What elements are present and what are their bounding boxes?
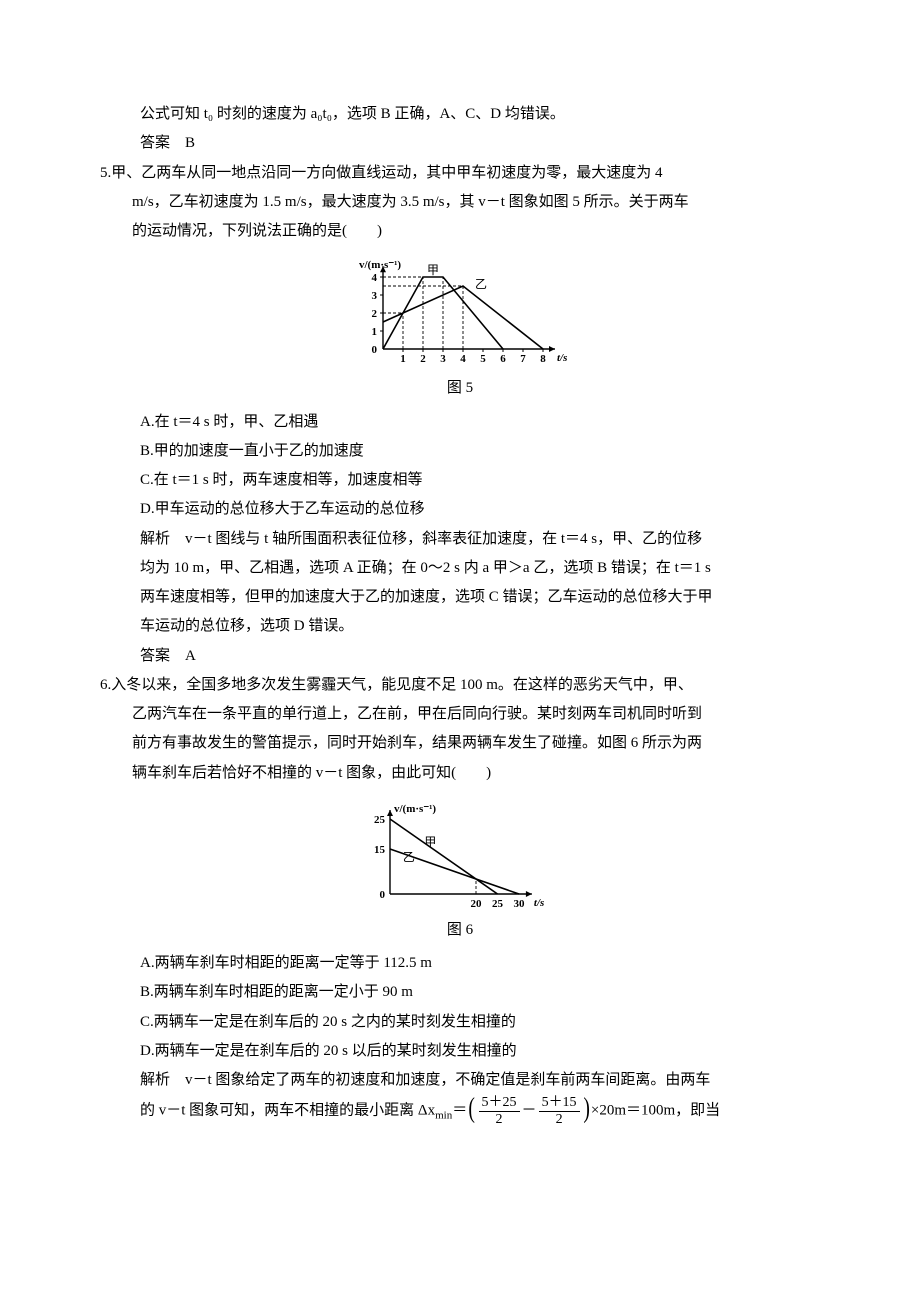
svg-text:乙: 乙: [475, 277, 487, 291]
svg-text:甲: 甲: [424, 835, 436, 849]
q6-exp-1: 解析 v－t 图象给定了两车的初速度和加速度，不确定值是刹车前两车间距离。由两车: [100, 1066, 820, 1095]
lparen-icon: (: [469, 1095, 476, 1123]
q5-exp-1: 解析 v－t 图线与 t 轴所围面积表征位移，斜率表征加速度，在 t＝4 s，甲…: [100, 525, 820, 554]
q5-stem-1: 甲、乙两车从同一地点沿同一方向做直线运动，其中甲车初速度为零，最大速度为 4: [111, 165, 662, 181]
q5-answer: 答案 A: [100, 642, 820, 671]
q5-opt-d: D.甲车运动的总位移大于乙车运动的总位移: [100, 495, 820, 524]
svg-text:4: 4: [460, 353, 466, 365]
q6-exp-2: 的 v－t 图象可知，两车不相撞的最小距离 Δxmin＝(5＋252－5＋152…: [100, 1095, 820, 1127]
svg-text:甲: 甲: [427, 263, 439, 277]
q5-figure: 1 2 3 4 5 6 7 8 0 1 2 3 4 甲乙 v/(m·s⁻¹) t/s 图 5: [100, 254, 820, 403]
svg-text:t/s: t/s: [557, 352, 567, 364]
q6-stem-1: 入冬以来，全国多地多次发生雾霾天气，能见度不足 100 m。在这样的恶劣天气中，…: [111, 677, 693, 693]
q4-tail-line: 公式可知 t₀ 时刻的速度为 a₀t₀，选项 B 正确，A、C、D 均错误。: [100, 100, 820, 129]
svg-text:3: 3: [440, 353, 446, 365]
q5-stem-3: 的运动情况，下列说法正确的是( ): [100, 217, 820, 246]
rparen-icon: ): [583, 1095, 590, 1123]
svg-text:1: 1: [400, 353, 406, 365]
q6-exp2-c: －: [522, 1103, 537, 1119]
q5-chart: 1 2 3 4 5 6 7 8 0 1 2 3 4 甲乙 v/(m·s⁻¹) t/s: [345, 254, 575, 374]
frac-2: 5＋152: [537, 1095, 582, 1127]
q6-stem-2: 乙两汽车在一条平直的单行道上，乙在前，甲在后同向行驶。某时刻两车司机同时听到: [100, 700, 820, 729]
frac1-den: 2: [479, 1112, 520, 1127]
q5: 5.甲、乙两车从同一地点沿同一方向做直线运动，其中甲车初速度为零，最大速度为 4…: [100, 159, 820, 671]
svg-text:30: 30: [514, 898, 526, 910]
q4-answer: 答案 B: [100, 129, 820, 158]
q6-opt-a: A.两辆车刹车时相距的距离一定等于 112.5 m: [100, 949, 820, 978]
q6-exp2-b: ＝: [452, 1103, 467, 1119]
svg-text:25: 25: [492, 898, 504, 910]
svg-text:v/(m·s⁻¹): v/(m·s⁻¹): [359, 259, 401, 271]
q5-opt-a: A.在 t＝4 s 时，甲、乙相遇: [100, 408, 820, 437]
svg-text:t/s: t/s: [534, 897, 544, 909]
svg-text:1: 1: [372, 326, 378, 338]
frac1-num: 5＋25: [479, 1095, 520, 1111]
svg-text:8: 8: [540, 353, 546, 365]
q5-number: 5.: [100, 165, 111, 181]
q6-opt-c: C.两辆车一定是在刹车后的 20 s 之内的某时刻发生相撞的: [100, 1008, 820, 1037]
svg-text:0: 0: [372, 344, 378, 356]
q6-fig-caption: 图 6: [447, 916, 473, 945]
svg-text:6: 6: [500, 353, 506, 365]
svg-text:5: 5: [480, 353, 486, 365]
q6-stem-3: 前方有事故发生的警笛提示，同时开始刹车，结果两辆车发生了碰撞。如图 6 所示为两: [100, 729, 820, 758]
svg-text:3: 3: [372, 290, 378, 302]
q5-opt-c: C.在 t＝1 s 时，两车速度相等，加速度相等: [100, 466, 820, 495]
q5-stem: 5.甲、乙两车从同一地点沿同一方向做直线运动，其中甲车初速度为零，最大速度为 4: [100, 159, 820, 188]
q5-exp-4: 车运动的总位移，选项 D 错误。: [100, 612, 820, 641]
q6-exp2-a: 的 v－t 图象可知，两车不相撞的最小距离 Δx: [140, 1103, 435, 1119]
svg-text:乙: 乙: [403, 850, 415, 864]
q6-opt-b: B.两辆车刹车时相距的距离一定小于 90 m: [100, 978, 820, 1007]
svg-text:4: 4: [372, 272, 378, 284]
svg-text:7: 7: [520, 353, 526, 365]
q5-exp-2-text: 均为 10 m，甲、乙相遇，选项 A 正确；在 0～2 s 内 a 甲＞a 乙，…: [140, 560, 711, 576]
q6: 6.入冬以来，全国多地多次发生雾霾天气，能见度不足 100 m。在这样的恶劣天气…: [100, 671, 820, 1127]
frac-1: 5＋252: [477, 1095, 522, 1127]
svg-text:v/(m·s⁻¹): v/(m·s⁻¹): [394, 803, 436, 815]
svg-text:2: 2: [372, 308, 378, 320]
q6-exp2-d: ×20m＝100m，即当: [591, 1103, 720, 1119]
q6-chart: 15 25 0 20 25 30 甲乙 v/(m·s⁻¹) t/s: [350, 796, 570, 916]
q5-exp-2: 均为 10 m，甲、乙相遇，选项 A 正确；在 0～2 s 内 a 甲＞a 乙，…: [100, 554, 820, 583]
svg-text:2: 2: [420, 353, 426, 365]
svg-text:25: 25: [374, 814, 386, 826]
svg-text:20: 20: [471, 898, 483, 910]
q6-stem-4: 辆车刹车后若恰好不相撞的 v－t 图象，由此可知( ): [100, 759, 820, 788]
q6-exp2-min: min: [435, 1110, 452, 1122]
q6-number: 6.: [100, 677, 111, 693]
q6-stem: 6.入冬以来，全国多地多次发生雾霾天气，能见度不足 100 m。在这样的恶劣天气…: [100, 671, 820, 700]
q6-opt-d: D.两辆车一定是在刹车后的 20 s 以后的某时刻发生相撞的: [100, 1037, 820, 1066]
q5-fig-caption: 图 5: [447, 374, 473, 403]
frac2-num: 5＋15: [539, 1095, 580, 1111]
q6-figure: 15 25 0 20 25 30 甲乙 v/(m·s⁻¹) t/s 图 6: [100, 796, 820, 945]
svg-text:15: 15: [374, 844, 386, 856]
frac2-den: 2: [539, 1112, 580, 1127]
q5-opt-b: B.甲的加速度一直小于乙的加速度: [100, 437, 820, 466]
q5-stem-2: m/s，乙车初速度为 1.5 m/s，最大速度为 3.5 m/s，其 v－t 图…: [100, 188, 820, 217]
page: 公式可知 t₀ 时刻的速度为 a₀t₀，选项 B 正确，A、C、D 均错误。 答…: [0, 0, 920, 1187]
q5-exp-3: 两车速度相等，但甲的加速度大于乙的加速度，选项 C 错误；乙车运动的总位移大于甲: [100, 583, 820, 612]
svg-text:0: 0: [380, 889, 386, 901]
